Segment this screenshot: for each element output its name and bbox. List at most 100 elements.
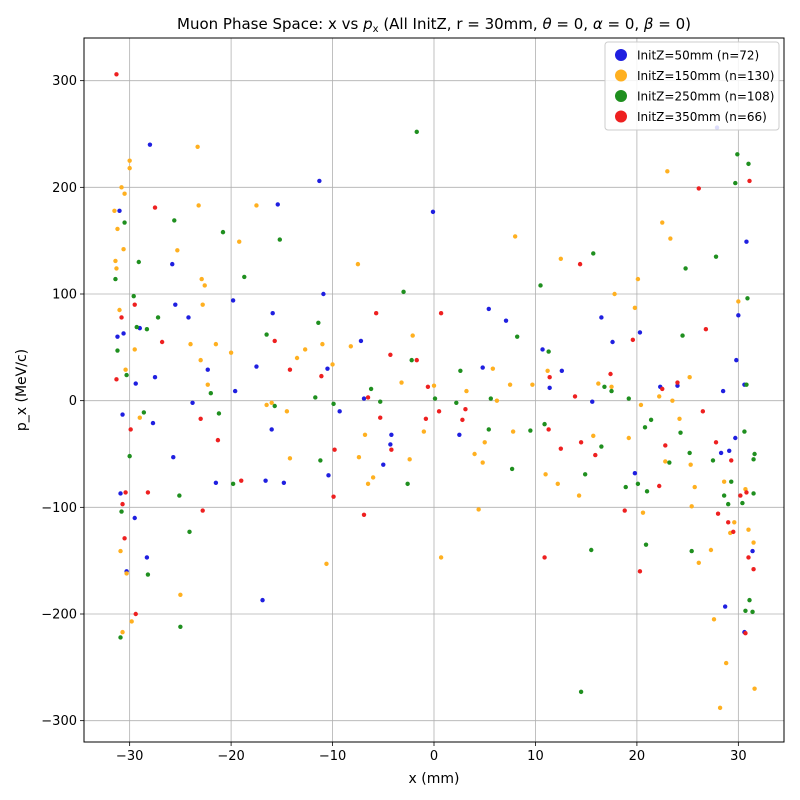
data-point bbox=[381, 462, 386, 467]
data-point bbox=[325, 366, 330, 371]
data-point bbox=[510, 429, 516, 434]
data-point bbox=[272, 403, 277, 409]
data-point bbox=[120, 501, 125, 507]
data-point bbox=[115, 348, 120, 353]
data-point bbox=[713, 254, 719, 259]
data-point bbox=[321, 291, 326, 297]
data-point bbox=[368, 386, 374, 392]
data-point bbox=[213, 341, 219, 347]
data-point bbox=[147, 142, 153, 147]
data-point bbox=[458, 368, 463, 373]
data-point bbox=[696, 560, 701, 565]
data-point bbox=[239, 478, 244, 483]
data-point bbox=[365, 481, 371, 487]
data-point bbox=[507, 382, 513, 387]
data-point bbox=[667, 460, 672, 465]
data-point bbox=[389, 432, 394, 437]
data-point bbox=[721, 493, 727, 498]
data-point bbox=[745, 296, 750, 301]
chart-title: Muon Phase Space: x vs px (All InitZ, r … bbox=[177, 15, 691, 35]
data-point bbox=[401, 289, 406, 295]
data-point bbox=[213, 480, 219, 485]
data-point bbox=[113, 276, 118, 282]
data-point bbox=[421, 429, 427, 434]
data-point bbox=[137, 415, 142, 420]
data-point bbox=[438, 311, 444, 316]
data-point bbox=[688, 462, 693, 467]
data-point bbox=[734, 357, 739, 363]
data-point bbox=[215, 437, 221, 443]
data-point bbox=[577, 261, 583, 267]
data-point bbox=[503, 318, 509, 323]
data-point bbox=[188, 341, 193, 347]
scatter-points bbox=[112, 72, 757, 711]
data-point bbox=[747, 597, 752, 603]
data-point bbox=[744, 382, 749, 387]
data-point bbox=[175, 248, 180, 253]
data-point bbox=[405, 481, 410, 487]
data-point bbox=[460, 417, 465, 423]
data-point bbox=[747, 178, 752, 184]
data-point bbox=[602, 384, 607, 389]
data-point bbox=[744, 239, 749, 244]
data-point bbox=[751, 567, 756, 572]
data-point bbox=[121, 247, 126, 252]
data-point bbox=[356, 455, 362, 460]
data-point bbox=[488, 396, 494, 401]
y-tick-label: −300 bbox=[41, 714, 77, 729]
data-point bbox=[118, 491, 123, 496]
data-point bbox=[389, 447, 394, 452]
data-point bbox=[572, 394, 578, 399]
data-point bbox=[742, 429, 747, 434]
data-point bbox=[178, 592, 183, 597]
data-point bbox=[128, 427, 133, 432]
data-point bbox=[543, 472, 548, 477]
data-point bbox=[355, 261, 361, 267]
data-point bbox=[132, 347, 137, 352]
data-point bbox=[640, 510, 646, 515]
data-point bbox=[430, 209, 436, 215]
data-point bbox=[626, 435, 631, 441]
data-point bbox=[731, 529, 736, 535]
data-point bbox=[732, 520, 737, 525]
data-point bbox=[630, 337, 636, 343]
data-point bbox=[689, 504, 694, 509]
data-point bbox=[547, 375, 552, 380]
data-point bbox=[608, 371, 613, 377]
data-point bbox=[558, 446, 564, 451]
data-point bbox=[133, 611, 138, 617]
data-point bbox=[198, 357, 203, 363]
data-point bbox=[277, 237, 282, 242]
x-tick-label: 30 bbox=[730, 749, 747, 764]
data-point bbox=[117, 208, 122, 213]
data-point bbox=[362, 432, 368, 437]
data-point bbox=[195, 144, 200, 149]
data-point bbox=[370, 475, 376, 480]
data-point bbox=[205, 382, 210, 387]
data-point bbox=[145, 490, 151, 495]
data-point bbox=[409, 357, 414, 363]
data-point bbox=[114, 377, 119, 382]
legend-marker bbox=[615, 110, 627, 123]
data-point bbox=[150, 420, 156, 426]
data-point bbox=[530, 382, 535, 387]
data-point bbox=[177, 493, 182, 498]
data-point bbox=[319, 373, 324, 379]
x-tick-label: 10 bbox=[527, 749, 544, 764]
data-point bbox=[675, 383, 680, 388]
y-tick-label: −100 bbox=[41, 501, 77, 516]
y-tick-label: 200 bbox=[52, 181, 77, 196]
data-point bbox=[683, 266, 688, 271]
data-point bbox=[407, 457, 412, 462]
data-point bbox=[337, 409, 342, 414]
data-point bbox=[599, 315, 604, 320]
data-point bbox=[744, 490, 749, 495]
data-point bbox=[269, 427, 274, 432]
data-point bbox=[675, 380, 680, 385]
data-point bbox=[122, 191, 127, 196]
data-point bbox=[665, 169, 670, 174]
data-point bbox=[119, 315, 124, 320]
data-point bbox=[302, 347, 308, 352]
data-point bbox=[750, 548, 755, 554]
data-point bbox=[318, 458, 323, 463]
